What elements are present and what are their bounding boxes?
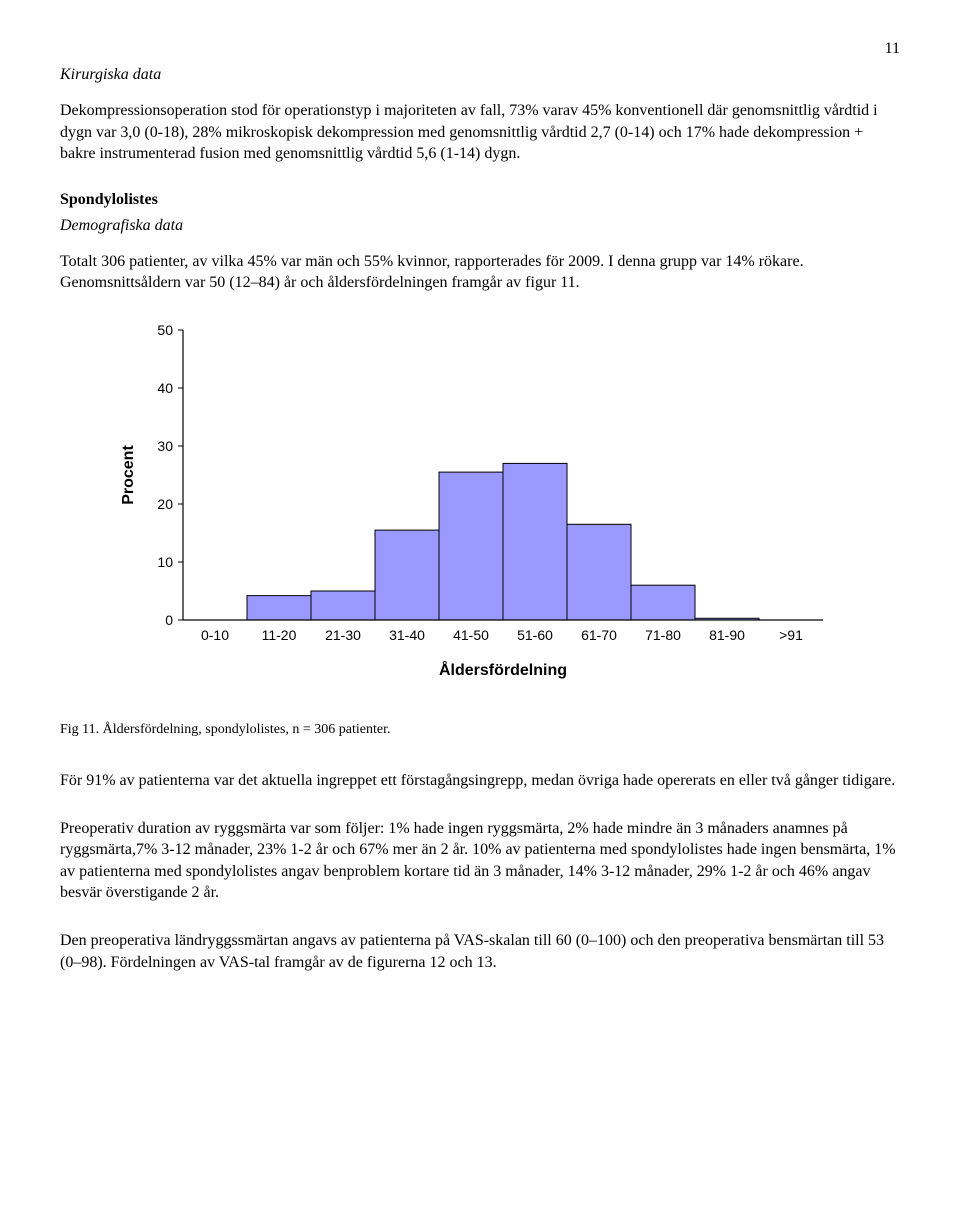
svg-text:21-30: 21-30 (325, 627, 361, 643)
svg-text:61-70: 61-70 (581, 627, 617, 643)
svg-text:30: 30 (157, 438, 173, 454)
section-heading-demografiska: Demografiska data (60, 217, 900, 235)
svg-text:31-40: 31-40 (389, 627, 425, 643)
page-number: 11 (60, 40, 900, 58)
svg-text:41-50: 41-50 (453, 627, 489, 643)
figure-caption: Fig 11. Åldersfördelning, spondylolistes… (60, 722, 900, 738)
paragraph-1: Dekompressionsoperation stod för operati… (60, 100, 900, 165)
svg-text:71-80: 71-80 (645, 627, 681, 643)
svg-text:Åldersfördelning: Åldersfördelning (439, 660, 567, 679)
svg-text:11-20: 11-20 (262, 627, 297, 643)
age-distribution-chart: 0 10 20 30 40 50 0-10 11-20 21-30 31-40 41-50 51-60… (105, 320, 855, 700)
paragraph-4: Preoperativ duration av ryggsmärta var s… (60, 818, 900, 904)
bar-chart-svg: 0 10 20 30 40 50 0-10 11-20 21-30 31-40 41-50 51-60… (105, 320, 855, 700)
svg-text:Procent: Procent (120, 445, 137, 505)
svg-text:0-10: 0-10 (201, 627, 229, 643)
paragraph-3: För 91% av patienterna var det aktuella … (60, 770, 900, 792)
section-heading-spondylolistes: Spondylolistes (60, 191, 900, 209)
svg-text:81-90: 81-90 (709, 627, 745, 643)
svg-text:10: 10 (157, 554, 173, 570)
section-heading-kirurgiska: Kirurgiska data (60, 66, 900, 84)
svg-text:40: 40 (157, 380, 173, 396)
svg-text:50: 50 (157, 322, 173, 338)
svg-text:51-60: 51-60 (517, 627, 553, 643)
svg-text:>91: >91 (779, 627, 803, 643)
svg-text:0: 0 (165, 612, 173, 628)
svg-text:20: 20 (157, 496, 173, 512)
paragraph-5: Den preoperativa ländryggssmärtan angavs… (60, 930, 900, 973)
paragraph-2: Totalt 306 patienter, av vilka 45% var m… (60, 251, 900, 294)
